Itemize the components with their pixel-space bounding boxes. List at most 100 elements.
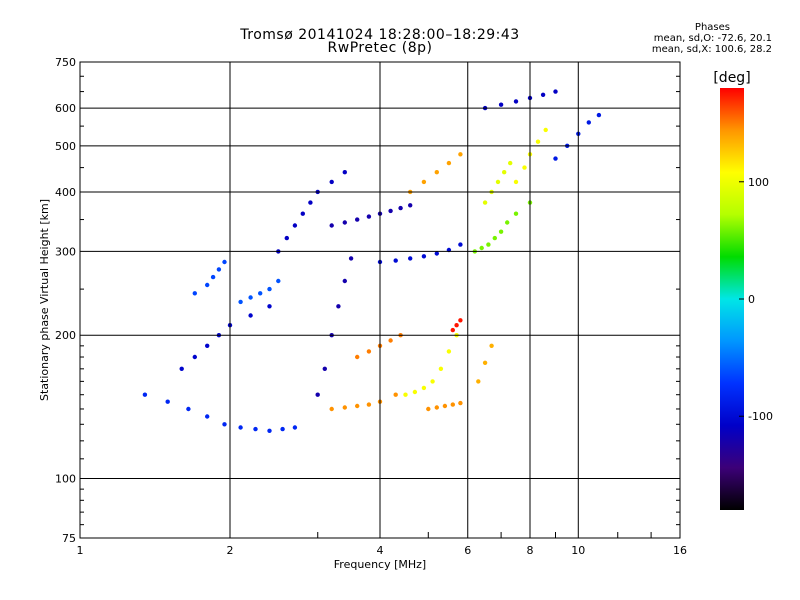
data-point — [280, 426, 285, 432]
data-point — [142, 392, 148, 397]
data-point — [355, 354, 360, 360]
data-point — [398, 205, 403, 211]
data-point — [205, 282, 210, 288]
data-point — [458, 242, 463, 247]
data-point — [315, 392, 320, 397]
plot-frame — [79, 61, 681, 539]
data-point — [403, 392, 408, 397]
data-point — [450, 327, 455, 333]
data-point — [513, 211, 519, 216]
y-tick-label: 300 — [55, 245, 76, 258]
colorbar-label: [deg] — [713, 70, 750, 86]
colorbar-tick-label: -100 — [748, 410, 773, 423]
data-point — [412, 389, 418, 395]
data-point — [498, 102, 504, 107]
y-tick-label: 600 — [55, 102, 76, 115]
data-point — [508, 160, 513, 166]
data-point — [366, 214, 372, 219]
data-point — [267, 304, 272, 309]
data-point — [408, 203, 413, 208]
data-point — [366, 402, 372, 407]
data-point — [492, 235, 497, 241]
data-point — [216, 267, 222, 272]
data-point — [434, 170, 439, 175]
data-point — [276, 278, 281, 284]
x-tick-label: 1 — [77, 544, 84, 557]
data-point — [476, 379, 481, 384]
y-tick-label: 200 — [55, 329, 76, 342]
data-point — [442, 403, 448, 409]
data-point — [366, 349, 372, 354]
chart-subtitle: RwPretec (8p) — [327, 40, 433, 56]
data-point — [421, 385, 427, 391]
data-point — [205, 343, 210, 348]
data-point — [553, 156, 558, 161]
data-point — [430, 379, 435, 384]
data-point — [450, 402, 455, 407]
y-tick-label: 750 — [55, 56, 76, 69]
data-point — [267, 428, 272, 433]
data-point — [267, 286, 272, 292]
data-point — [458, 318, 463, 323]
data-point — [348, 256, 354, 261]
phases-o-stats: mean, sd,O: -72.6, 20.1 — [653, 33, 772, 44]
data-point — [486, 242, 491, 247]
data-point — [308, 200, 313, 205]
data-point — [342, 220, 347, 225]
data-point — [438, 366, 444, 371]
data-point — [248, 313, 253, 318]
data-point — [513, 179, 519, 185]
data-points — [142, 89, 602, 433]
data-point — [454, 323, 459, 328]
colorbar-ticks: 100 0 -100 — [739, 176, 773, 423]
data-point — [489, 343, 494, 348]
y-tick-label: 75 — [62, 532, 76, 545]
x-tick-label: 10 — [571, 544, 585, 557]
data-point — [513, 99, 519, 104]
data-point — [393, 392, 398, 397]
data-point — [495, 179, 501, 185]
data-point — [192, 354, 197, 360]
data-point — [342, 278, 347, 284]
x-tick-label: 16 — [673, 544, 687, 557]
data-point — [434, 405, 439, 410]
data-point — [292, 223, 298, 228]
phases-x-stats: mean, sd,X: 100.6, 28.2 — [651, 44, 772, 55]
x-tick-label: 4 — [377, 544, 384, 557]
data-point — [543, 127, 548, 133]
data-point — [408, 256, 413, 261]
data-point — [535, 139, 541, 144]
y-tick-label: 500 — [55, 140, 76, 153]
data-point — [342, 170, 347, 175]
data-point — [502, 170, 507, 175]
data-point — [222, 422, 227, 427]
data-point — [238, 425, 243, 430]
data-point — [446, 349, 452, 354]
data-point — [258, 291, 263, 296]
data-point — [586, 120, 591, 125]
data-point — [322, 366, 327, 371]
data-point — [540, 92, 546, 98]
data-point — [300, 211, 305, 216]
data-point — [596, 112, 602, 118]
data-point — [458, 400, 463, 406]
colorbar-tick-label: 0 — [748, 293, 755, 306]
data-point — [458, 152, 463, 157]
data-point — [205, 414, 210, 419]
data-point — [426, 406, 431, 412]
data-point — [292, 425, 298, 430]
data-point — [421, 179, 427, 185]
x-tick-label: 2 — [227, 544, 234, 557]
data-point — [186, 406, 191, 412]
grid-lines — [80, 62, 680, 538]
data-point — [498, 229, 504, 234]
data-point — [393, 258, 398, 263]
data-point — [434, 251, 439, 256]
data-point — [482, 200, 488, 205]
phases-label: Phases — [694, 22, 730, 33]
x-axis-label: Frequency [MHz] — [334, 558, 426, 571]
chart-title: Tromsø 20141024 18:28:00–18:29:43 — [240, 27, 520, 43]
data-point — [388, 208, 393, 214]
